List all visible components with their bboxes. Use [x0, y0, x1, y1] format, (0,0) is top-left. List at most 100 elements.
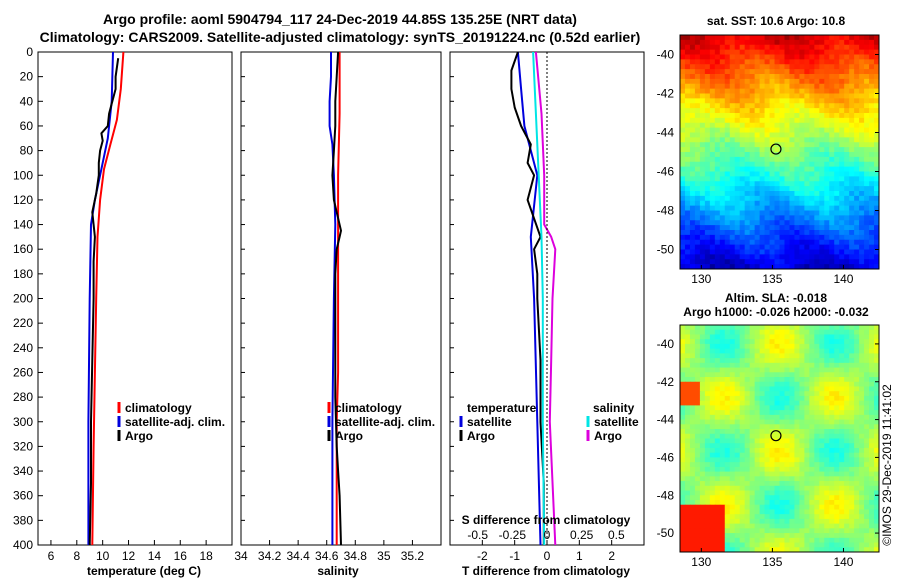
heatmap-cell	[824, 391, 830, 397]
heatmap-cell	[744, 108, 751, 114]
heatmap-cell	[839, 161, 845, 168]
heatmap-cell	[759, 481, 766, 487]
heatmap-cell	[699, 117, 706, 124]
heatmap-cell	[784, 348, 790, 354]
heatmap-cell	[799, 220, 805, 226]
heatmap-cell	[849, 98, 855, 104]
heatmap-cell	[764, 353, 771, 359]
heatmap-cell	[814, 69, 820, 75]
heatmap-cell	[774, 132, 780, 138]
heatmap-cell	[724, 504, 731, 510]
heatmap-cell	[809, 264, 815, 269]
heatmap-cell	[849, 142, 855, 148]
heatmap-cell	[819, 98, 825, 104]
heatmap-cell	[844, 59, 850, 65]
heatmap-cell	[824, 234, 830, 241]
heatmap-cell	[779, 542, 785, 548]
heatmap-cell	[774, 438, 780, 444]
heatmap-cell	[699, 457, 706, 463]
heatmap-cell	[829, 362, 835, 369]
heatmap-cell	[734, 195, 741, 202]
heatmap-cell	[874, 156, 879, 163]
heatmap-cell	[794, 98, 800, 104]
heatmap-cell	[814, 234, 820, 241]
heatmap-cell	[754, 264, 761, 269]
heatmap-cell	[744, 429, 751, 435]
heatmap-cell	[854, 88, 860, 95]
heatmap-cell	[849, 485, 855, 492]
heatmap-cell	[864, 372, 870, 378]
heatmap-cell	[734, 381, 741, 387]
heatmap-cell	[680, 490, 686, 496]
heatmap-cell	[864, 108, 870, 114]
heatmap-cell	[864, 391, 870, 397]
heatmap-cell	[779, 419, 785, 425]
heatmap-cell	[734, 325, 741, 331]
heatmap-cell	[859, 377, 865, 383]
heatmap-cell	[764, 414, 771, 421]
heatmap-cell	[714, 254, 721, 260]
heatmap-cell	[839, 414, 845, 421]
heatmap-cell	[709, 429, 716, 435]
heatmap-cell	[849, 234, 855, 241]
heatmap-cell	[834, 234, 840, 241]
heatmap-cell	[784, 334, 790, 340]
heatmap-cell	[714, 391, 721, 397]
heatmap-cell	[719, 334, 726, 340]
heatmap-cell	[734, 132, 741, 138]
heatmap-cell	[680, 200, 686, 207]
heatmap-cell	[699, 471, 706, 477]
heatmap-cell	[794, 210, 800, 216]
heatmap-cell	[834, 225, 840, 231]
heatmap-cell	[699, 509, 706, 515]
heatmap-cell	[704, 230, 711, 236]
series-line-salinity-argo	[534, 52, 557, 545]
heatmap-cell	[859, 127, 865, 134]
heatmap-cell	[769, 93, 776, 99]
heatmap-cell	[709, 69, 716, 75]
heatmap-cell	[814, 329, 820, 335]
heatmap-cell	[794, 504, 800, 510]
heatmap-cell	[804, 547, 810, 552]
heatmap-cell	[719, 490, 726, 496]
heatmap-cell	[734, 137, 741, 143]
heatmap-cell	[824, 343, 830, 350]
heatmap-cell	[749, 395, 756, 402]
heatmap-cell	[744, 220, 751, 226]
heatmap-cell	[814, 137, 820, 143]
heatmap-cell	[869, 147, 875, 153]
heatmap-cell	[709, 457, 716, 463]
heatmap-cell	[719, 476, 726, 482]
heatmap-cell	[849, 372, 855, 378]
heatmap-cell	[814, 93, 820, 99]
heatmap-cell	[739, 476, 746, 482]
heatmap-cell	[874, 239, 879, 246]
heatmap-cell	[714, 495, 721, 501]
heatmap-cell	[814, 176, 820, 182]
heatmap-cell	[814, 191, 820, 197]
heatmap-cell	[869, 372, 875, 378]
heatmap-cell	[689, 239, 696, 246]
heatmap-cell	[774, 98, 780, 104]
heatmap-cell	[819, 481, 825, 487]
heatmap-cell	[829, 471, 835, 477]
heatmap-cell	[789, 54, 795, 60]
heatmap-cell	[729, 93, 736, 99]
heatmap-cell	[769, 509, 776, 515]
heatmap-cell	[839, 147, 845, 153]
heatmap-cell	[744, 186, 751, 192]
heatmap-cell	[739, 78, 746, 85]
heatmap-cell	[684, 161, 691, 168]
heatmap-cell	[844, 523, 850, 529]
heatmap-cell	[764, 343, 771, 350]
heatmap-cell	[869, 113, 875, 119]
heatmap-cell	[724, 147, 731, 153]
heatmap-cell	[814, 452, 820, 458]
heatmap-cell	[814, 74, 820, 80]
heatmap-cell	[699, 528, 706, 534]
heatmap-cell	[834, 244, 840, 251]
heatmap-cell	[834, 35, 840, 41]
heatmap-cell	[844, 205, 850, 212]
legend-label-temperature-satellite: satellite	[467, 415, 512, 429]
heatmap-cell	[854, 103, 860, 109]
